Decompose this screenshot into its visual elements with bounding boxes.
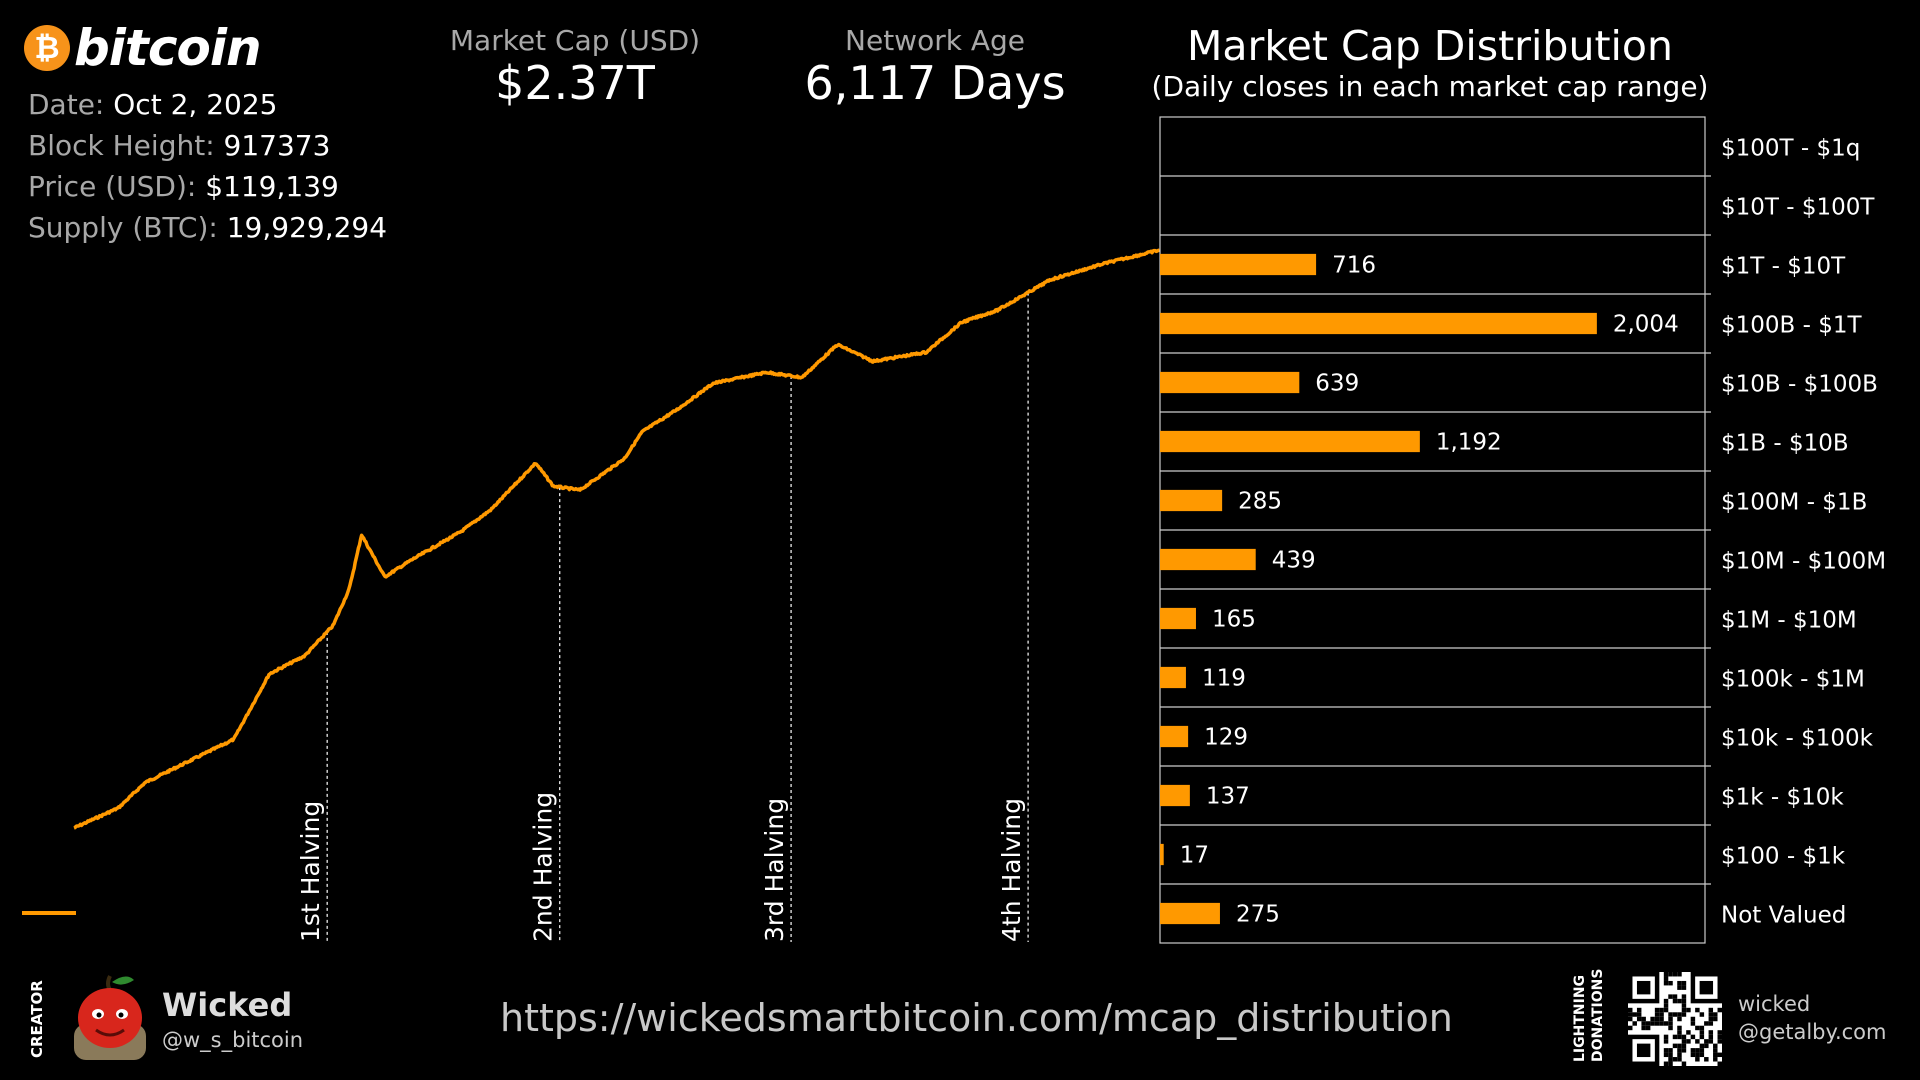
distribution-bar: [1160, 725, 1189, 748]
bar-value-label: 639: [1315, 371, 1359, 397]
info-price: Price (USD): $119,139: [28, 170, 339, 203]
creator-avatar: [68, 972, 152, 1062]
halving-label: 4th Halving: [997, 798, 1026, 942]
distribution-bar: [1160, 489, 1223, 512]
bar-category-label: $100M - $1B: [1721, 490, 1867, 516]
distribution-bar: [1160, 784, 1190, 807]
bar-value-label: 1,192: [1436, 430, 1502, 456]
info-date-value: Oct 2, 2025: [113, 88, 278, 121]
distribution-subtitle: (Daily closes in each market cap range): [1151, 70, 1709, 103]
distribution-bar: [1160, 371, 1300, 394]
info-supply-label: Supply (BTC):: [28, 211, 218, 244]
bar-category-label: $10B - $100B: [1721, 372, 1878, 398]
donations-label: DONATIONS: [1590, 968, 1606, 1062]
bar-value-label: 165: [1212, 607, 1256, 633]
distribution-bar: [1160, 607, 1196, 630]
distribution-bar: [1160, 312, 1597, 335]
bar-category-label: $10M - $100M: [1721, 549, 1886, 575]
bar-value-label: 119: [1202, 666, 1246, 692]
lightning-address-user: wicked: [1738, 992, 1811, 1016]
qr-code-icon: [1628, 972, 1722, 1066]
halving-label: 3rd Halving: [760, 798, 789, 942]
info-date-label: Date:: [28, 88, 105, 121]
bar-value-label: 137: [1206, 784, 1250, 810]
info-supply-value: 19,929,294: [226, 211, 388, 244]
info-price-label: Price (USD):: [28, 170, 197, 203]
creator-handle[interactable]: @w_s_bitcoin: [162, 1028, 304, 1052]
line-chart: 1st Halving 2nd Halving 3rd Halving 4th Hal…: [22, 248, 1161, 942]
distribution-bar: [1160, 666, 1186, 689]
bar-value-label: 129: [1204, 725, 1248, 751]
distribution-bar: [1160, 253, 1317, 276]
bar-category-label: $1M - $10M: [1721, 608, 1857, 634]
halving-label: 2nd Halving: [529, 792, 558, 942]
creator-label: CREATOR: [28, 980, 46, 1058]
bitcoin-wordmark: bitcoin: [74, 19, 262, 77]
bitcoin-coin-icon: ₿: [24, 25, 70, 71]
distribution-title: Market Cap Distribution: [1187, 22, 1673, 70]
network-age-label: Network Age: [845, 24, 1025, 57]
bar-category-label: Not Valued: [1721, 903, 1846, 929]
bar-value-label: 275: [1236, 902, 1280, 928]
distribution-bar-chart: $100T - $1q $10T - $100T 716 $1T - $10T 2,00…: [1159, 116, 1886, 944]
creator-name: Wicked: [162, 986, 293, 1024]
bar-value-label: 2,004: [1613, 312, 1679, 338]
bar-value-label: 439: [1272, 548, 1316, 574]
lightning-address-domain: @getalby.com: [1738, 1020, 1887, 1044]
bar-value-label: 285: [1238, 489, 1282, 515]
info-block-height-label: Block Height:: [28, 129, 215, 162]
footer-url-link[interactable]: https://wickedsmartbitcoin.com/mcap_dist…: [500, 996, 1453, 1040]
network-age-value: 6,117 Days: [804, 56, 1066, 110]
lightning-label: LIGHTNING: [1572, 974, 1588, 1062]
market-cap-label: Market Cap (USD): [449, 24, 701, 57]
distribution-bar: [1160, 902, 1220, 925]
info-block-height-value: 917373: [223, 129, 331, 162]
info-price-value: $119,139: [205, 170, 339, 203]
info-block-height: Block Height: 917373: [28, 129, 330, 162]
bar-category-label: $10T - $100T: [1721, 195, 1875, 221]
market-cap-value: $2.37T: [495, 56, 655, 110]
bar-category-label: $100T - $1q: [1721, 136, 1860, 162]
bitcoin-logo: ₿ bitcoin: [24, 19, 262, 77]
distribution-bar: [1160, 843, 1164, 866]
bar-value-label: 716: [1332, 253, 1376, 279]
info-supply: Supply (BTC): 19,929,294: [28, 211, 387, 244]
bar-category-label: $10k - $100k: [1721, 726, 1874, 752]
market-cap-chart: 1st Halving 2nd Halving 3rd Halving 4th Hal…: [22, 116, 1886, 944]
bar-category-label: $1B - $10B: [1721, 431, 1849, 457]
distribution-bar: [1160, 548, 1256, 571]
market-cap-series-line: [73, 248, 1161, 830]
bar-category-label: $1k - $10k: [1721, 785, 1844, 811]
bar-value-label: 17: [1180, 843, 1209, 869]
bar-category-label: $1T - $10T: [1721, 254, 1846, 280]
bar-category-label: $100k - $1M: [1721, 667, 1865, 693]
distribution-bar: [1160, 430, 1420, 453]
bar-category-label: $100B - $1T: [1721, 313, 1863, 339]
bar-category-label: $100 - $1k: [1721, 844, 1846, 870]
halving-label: 1st Halving: [296, 801, 325, 942]
info-date: Date: Oct 2, 2025: [28, 88, 277, 121]
